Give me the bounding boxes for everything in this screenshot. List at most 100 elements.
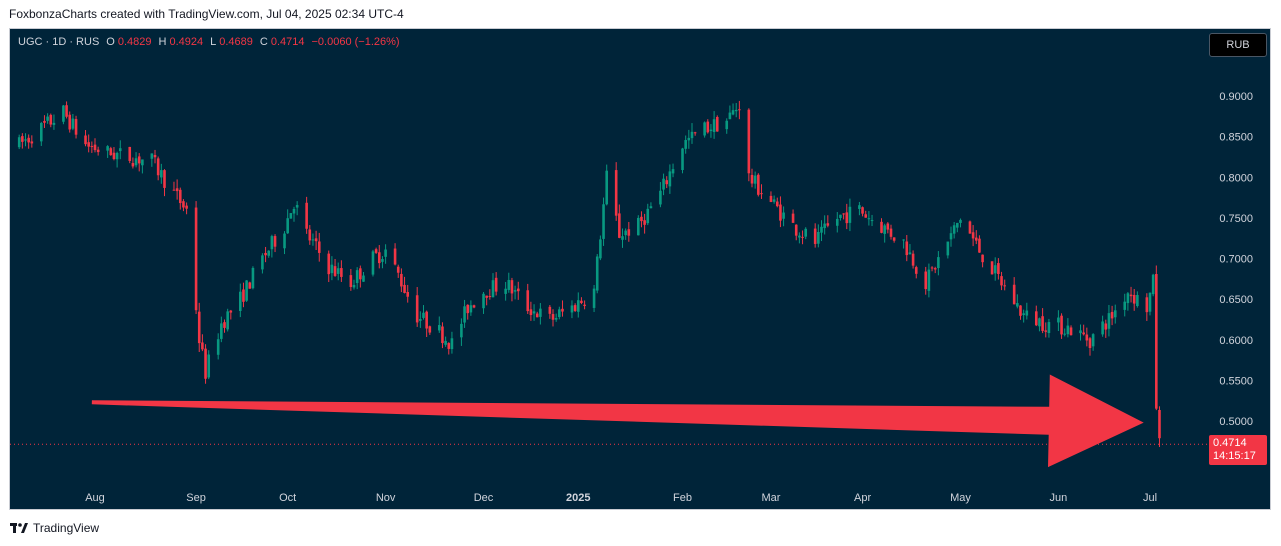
- candle-body: [870, 220, 874, 222]
- candle-body: [84, 135, 87, 145]
- candle-body: [1025, 310, 1029, 316]
- legend-change: −0.0060 (−1.26%): [311, 36, 400, 48]
- candle-body: [327, 253, 331, 275]
- candle-body: [207, 354, 211, 378]
- candle-body: [1003, 285, 1007, 287]
- candle-body: [283, 233, 286, 249]
- candle-body: [21, 136, 24, 142]
- candle-body: [529, 309, 533, 316]
- candle-body: [750, 174, 754, 184]
- bar-countdown: 14:15:17: [1213, 450, 1256, 462]
- candle-body: [40, 123, 43, 142]
- candle-body: [201, 342, 204, 350]
- legend-open: 0.4829: [117, 36, 152, 48]
- candle-body: [646, 208, 650, 224]
- candle-body: [153, 154, 157, 158]
- candle-body: [804, 228, 808, 237]
- candle-body: [112, 152, 116, 160]
- candle-body: [911, 253, 915, 266]
- candle-body: [892, 237, 896, 241]
- candle-body: [981, 254, 984, 263]
- candle-body: [817, 231, 820, 244]
- candle-body: [782, 212, 785, 219]
- candle-body: [725, 120, 729, 130]
- candle-body: [924, 271, 928, 290]
- candle-body: [1047, 322, 1051, 334]
- legend-high: 0.4924: [169, 36, 204, 48]
- candle-body: [801, 236, 804, 238]
- candle-body: [516, 288, 520, 292]
- candle-body: [494, 277, 498, 292]
- candle-body: [504, 288, 507, 294]
- candle-body: [1091, 334, 1095, 347]
- candle-body: [491, 280, 495, 298]
- candle-body: [488, 296, 492, 298]
- candle-body: [482, 293, 485, 309]
- candle-body: [406, 292, 410, 297]
- candle-body: [352, 284, 356, 288]
- candle-body: [1079, 330, 1082, 334]
- x-tick-label: Feb: [673, 492, 692, 504]
- candle-body: [1066, 325, 1070, 335]
- candle-body: [734, 109, 738, 112]
- candle-body: [74, 119, 78, 135]
- legend-close: 0.4714: [270, 36, 305, 48]
- candle-body: [738, 109, 741, 111]
- candle-body: [1113, 310, 1117, 318]
- tradingview-logo-icon: [10, 523, 28, 533]
- candle-body: [90, 146, 94, 148]
- candle-body: [576, 300, 580, 312]
- candle-body: [463, 306, 466, 323]
- y-tick-label: 0.5500: [1219, 375, 1253, 387]
- candle-body: [469, 305, 473, 313]
- candlestick-chart[interactable]: 0.9000 0.8500 0.8000 0.7500 0.7000 0.6500 0.60…: [10, 29, 1270, 509]
- last-price-badge: 0.4714 14:15:17: [1209, 435, 1267, 465]
- candle-body: [668, 171, 672, 187]
- candle-body: [845, 212, 849, 224]
- candle-body: [340, 268, 343, 277]
- candle-body: [864, 214, 868, 218]
- candle-body: [93, 144, 97, 151]
- candle-body: [317, 241, 321, 253]
- candle-body: [1136, 294, 1139, 307]
- candle-body: [959, 219, 962, 223]
- candle-body: [311, 239, 315, 241]
- candle-body: [447, 343, 451, 349]
- chart-area[interactable]: 0.9000 0.8500 0.8000 0.7500 0.7000 0.6500 0.60…: [9, 28, 1271, 510]
- candle-body: [842, 213, 845, 215]
- candle-body: [662, 178, 665, 190]
- x-tick-label: Mar: [761, 492, 780, 504]
- candle-body: [450, 338, 454, 350]
- currency-button[interactable]: RUB: [1209, 33, 1267, 57]
- candle-body: [510, 280, 514, 294]
- candle-body: [65, 105, 68, 117]
- candle-body: [548, 306, 552, 314]
- candle-body: [141, 159, 144, 166]
- candle-body: [393, 248, 397, 265]
- candle-body: [1132, 294, 1136, 304]
- candle-body: [621, 236, 624, 240]
- candle-body: [709, 129, 713, 132]
- candle-body: [137, 156, 141, 164]
- x-tick-label: Oct: [279, 492, 296, 504]
- candle-body: [1158, 409, 1161, 439]
- candle-body: [362, 275, 365, 282]
- legend-low: 0.4689: [219, 36, 253, 48]
- candle-body: [381, 259, 384, 262]
- candle-body: [62, 105, 65, 122]
- candle-body: [835, 218, 839, 226]
- candle-body: [747, 109, 751, 174]
- candle-body: [359, 268, 362, 280]
- candle-body: [573, 305, 577, 311]
- candle-body: [580, 300, 583, 304]
- candle-body: [640, 216, 643, 222]
- candle-body: [583, 304, 586, 306]
- x-tick-label: Aug: [85, 492, 105, 504]
- candle-body: [428, 326, 432, 333]
- candle-body: [703, 122, 706, 136]
- y-tick-label: 0.8500: [1219, 132, 1253, 144]
- candle-body: [946, 241, 950, 256]
- tradingview-logo[interactable]: TradingView: [10, 521, 99, 535]
- candle-body: [1069, 327, 1073, 336]
- candle-body: [46, 116, 49, 121]
